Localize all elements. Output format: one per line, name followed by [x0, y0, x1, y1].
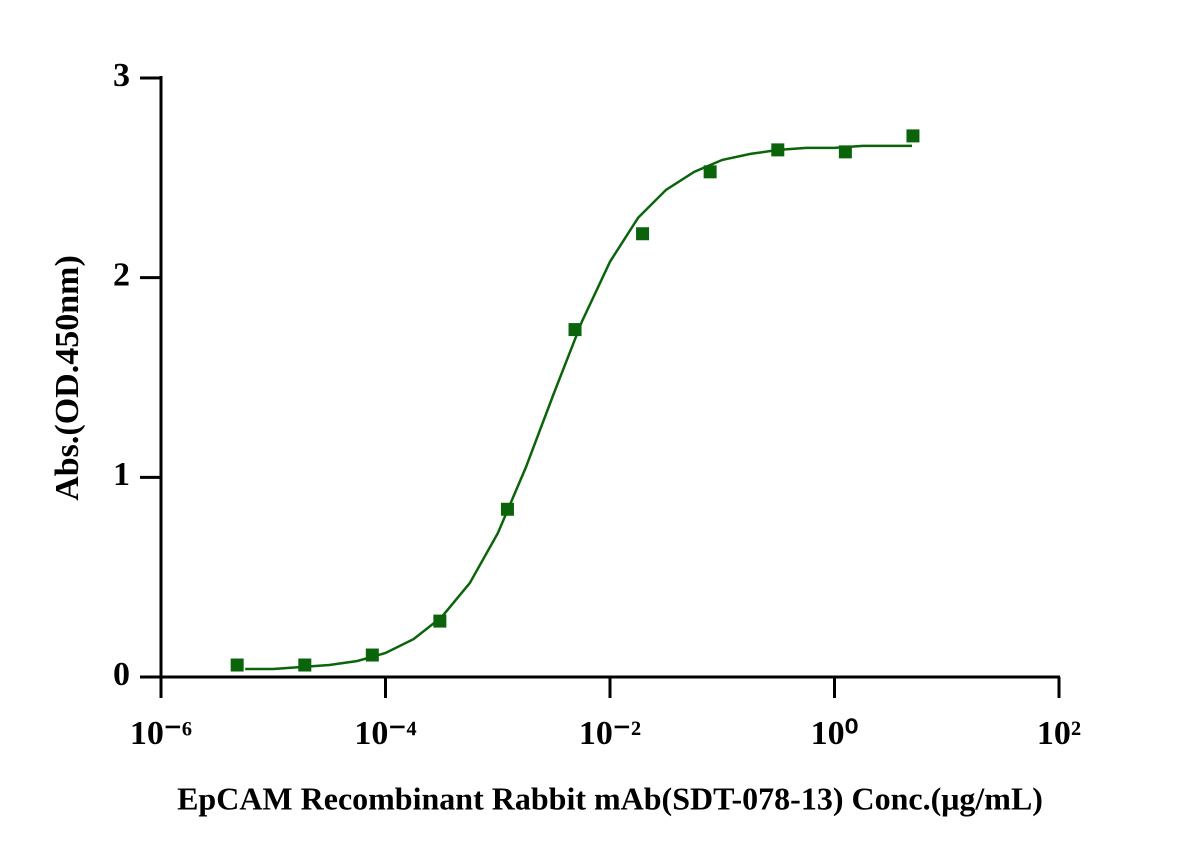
x-tick-label: 10⁻⁴	[354, 715, 416, 752]
x-tick-label: 10²	[1037, 715, 1081, 752]
x-axis-label: EpCAM Recombinant Rabbit mAb(SDT-078-13)…	[177, 780, 1043, 816]
data-point	[500, 502, 514, 516]
data-point	[298, 658, 312, 672]
y-tick-label: 0	[113, 656, 130, 693]
x-tick-label: 10⁻²	[579, 715, 641, 752]
data-point	[230, 658, 244, 672]
y-tick-label: 3	[113, 57, 130, 94]
y-tick-label: 2	[113, 256, 130, 293]
data-point	[433, 614, 447, 628]
data-point	[568, 323, 582, 337]
y-axis-label: Abs.(OD.450nm)	[49, 255, 86, 501]
data-point	[636, 227, 650, 241]
x-tick-label: 10⁰	[811, 715, 859, 752]
data-point	[771, 143, 785, 157]
y-tick-label: 1	[113, 456, 130, 493]
x-tick-label: 10⁻⁶	[130, 715, 192, 752]
fit-curve	[245, 144, 912, 671]
data-point	[703, 165, 717, 179]
data-point	[906, 129, 920, 143]
data-point	[365, 648, 379, 662]
data-point	[838, 145, 852, 159]
